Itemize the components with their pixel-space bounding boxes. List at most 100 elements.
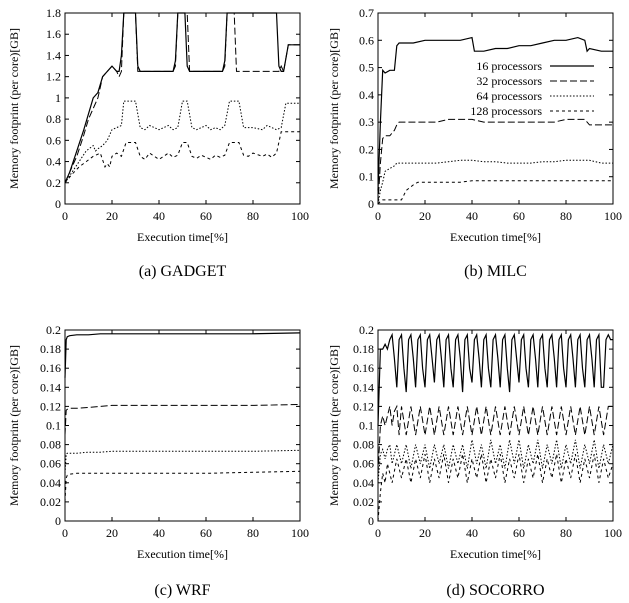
chart-panel-2: 0 0.02 0.04 0.06 0.08 0.1 0.12 0.14 0.16 0.18 0.2 0… xyxy=(7,323,309,599)
y-tick-label: 0.04 xyxy=(353,476,374,490)
y-tick-label: 0.2 xyxy=(359,142,374,156)
legend-label: 64 processors xyxy=(476,89,542,103)
series-line-16-processors xyxy=(64,12,300,184)
chart-panel-3: 0 0.02 0.04 0.06 0.08 0.1 0.12 0.14 0.16 0.18 0.2 0… xyxy=(327,323,622,599)
panel-caption: (a) GADGET xyxy=(139,263,227,280)
y-tick-label: 1 xyxy=(55,91,61,105)
y-tick-label: 0.02 xyxy=(40,495,61,509)
y-tick-label: 0.06 xyxy=(353,457,374,471)
y-tick-label: 0.16 xyxy=(40,361,61,375)
plot-frame xyxy=(377,329,614,522)
chart-panel-1: 0 0.1 0.2 0.3 0.4 0.5 0.6 0.7 0 20 40 60 80 100 Execut… xyxy=(327,6,622,280)
y-tick-label: 0.4 xyxy=(46,155,61,169)
x-axis-label: Execution time[%] xyxy=(450,230,541,244)
x-tick-label: 80 xyxy=(247,526,259,540)
x-tick-label: 100 xyxy=(291,526,309,540)
x-tick-label: 20 xyxy=(106,209,118,223)
y-tick-label: 0.14 xyxy=(40,380,61,394)
y-tick-label: 0 xyxy=(55,197,61,211)
y-tick-label: 0.3 xyxy=(359,115,374,129)
x-tick-label: 100 xyxy=(604,209,622,223)
series-line-128-processors xyxy=(64,470,301,502)
y-tick-label: 0.5 xyxy=(359,61,374,75)
series-line-64-processors xyxy=(64,449,301,474)
x-tick-label: 40 xyxy=(466,209,478,223)
y-tick-label: 1.8 xyxy=(46,6,61,20)
y-tick-label: 0.12 xyxy=(353,399,374,413)
series-line-32-processors xyxy=(64,404,301,436)
x-tick-label: 100 xyxy=(291,209,309,223)
y-tick-label: 0.2 xyxy=(359,323,374,337)
x-tick-label: 0 xyxy=(375,526,381,540)
y-tick-label: 0.2 xyxy=(46,176,61,190)
y-axis-label: Memory footprint (per core)[GB] xyxy=(327,345,341,506)
x-tick-label: 80 xyxy=(560,209,572,223)
panel-caption: (b) MILC xyxy=(464,263,527,280)
y-tick-label: 0.14 xyxy=(353,380,374,394)
y-tick-label: 0.2 xyxy=(46,323,61,337)
y-tick-label: 0.02 xyxy=(353,495,374,509)
y-tick-label: 0.7 xyxy=(359,6,374,20)
series-line-32-processors xyxy=(377,404,613,474)
panel-caption: (c) WRF xyxy=(154,582,210,599)
x-tick-label: 60 xyxy=(200,526,212,540)
series-line-128-processors xyxy=(64,131,300,184)
series-line-16-processors xyxy=(64,332,301,378)
series-line-16-processors xyxy=(377,36,613,191)
legend-label: 128 processors xyxy=(470,104,542,118)
x-tick-label: 0 xyxy=(62,209,68,223)
x-tick-label: 60 xyxy=(513,209,525,223)
plot-frame xyxy=(64,12,301,205)
legend-label: 16 processors xyxy=(476,59,542,73)
series-line-32-processors xyxy=(64,12,300,184)
y-tick-label: 1.6 xyxy=(46,27,61,41)
panel-caption: (d) SOCORRO xyxy=(446,582,544,599)
y-tick-label: 1.2 xyxy=(46,70,61,84)
x-tick-label: 0 xyxy=(62,526,68,540)
x-tick-label: 80 xyxy=(247,209,259,223)
x-tick-label: 100 xyxy=(604,526,622,540)
y-tick-label: 0.6 xyxy=(46,133,61,147)
x-tick-label: 40 xyxy=(153,526,165,540)
x-tick-label: 60 xyxy=(513,526,525,540)
x-tick-label: 0 xyxy=(375,209,381,223)
x-tick-label: 40 xyxy=(153,209,165,223)
y-tick-label: 0.04 xyxy=(40,476,61,490)
series-line-64-processors xyxy=(377,439,614,483)
x-axis-label: Execution time[%] xyxy=(137,547,228,561)
legend-label: 32 processors xyxy=(476,74,542,88)
y-tick-label: 0.18 xyxy=(40,342,61,356)
y-tick-label: 0.1 xyxy=(359,170,374,184)
y-tick-label: 0.16 xyxy=(353,361,374,375)
y-tick-label: 0 xyxy=(55,514,61,528)
series-line-128-processors xyxy=(377,180,613,205)
series-line-64-processors xyxy=(377,159,613,205)
series-line-32-processors xyxy=(377,118,613,205)
y-tick-label: 0.8 xyxy=(46,112,61,126)
y-tick-label: 1.4 xyxy=(46,48,61,62)
series-line-16-processors xyxy=(377,332,613,426)
x-tick-label: 40 xyxy=(466,526,478,540)
plot-frame xyxy=(64,329,301,522)
y-tick-label: 0.06 xyxy=(40,457,61,471)
y-tick-label: 0.6 xyxy=(359,33,374,47)
y-tick-label: 0 xyxy=(368,514,374,528)
y-tick-label: 0.4 xyxy=(359,88,374,102)
plot-frame xyxy=(377,12,614,205)
x-axis-label: Execution time[%] xyxy=(450,547,541,561)
series-line-128-processors xyxy=(377,454,614,522)
y-axis-label: Memory footprint (per core)[GB] xyxy=(7,28,21,189)
x-tick-label: 20 xyxy=(419,526,431,540)
y-tick-label: 0.1 xyxy=(46,419,61,433)
y-tick-label: 0.18 xyxy=(353,342,374,356)
x-tick-label: 20 xyxy=(419,209,431,223)
x-tick-label: 20 xyxy=(106,526,118,540)
y-axis-label: Memory footprint (per core)[GB] xyxy=(327,28,341,189)
y-tick-label: 0 xyxy=(368,197,374,211)
x-axis-label: Execution time[%] xyxy=(137,230,228,244)
chart-panel-0: 0 0.2 0.4 0.6 0.8 1 1.2 1.4 1.6 1.8 0 20 40 60 80 100 Ex… xyxy=(7,6,309,280)
x-tick-label: 60 xyxy=(200,209,212,223)
y-tick-label: 0.1 xyxy=(359,419,374,433)
